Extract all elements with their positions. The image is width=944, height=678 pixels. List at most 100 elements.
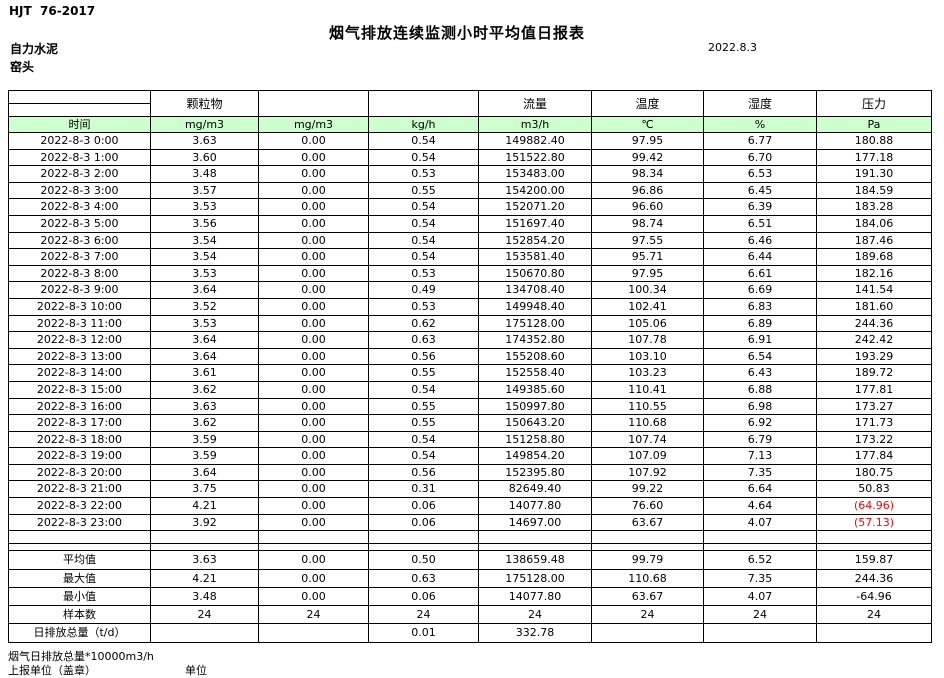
cell-time: 2022-8-3 4:00	[8, 198, 151, 216]
cell-value: 50.83	[816, 480, 932, 499]
cell-time: 2022-8-3 21:00	[8, 480, 151, 499]
cell-time: 2022-8-3 19:00	[8, 447, 151, 465]
cell-value: 0.53	[368, 264, 479, 283]
cell-value: 99.42	[591, 148, 704, 167]
cell-value: 0.63	[368, 568, 479, 588]
report-table: 颗粒物 流量 温度 湿度 压力 时间 mg/m3 mg/m3 kg/h m3/h…	[8, 90, 932, 643]
cell-value: 0.00	[258, 314, 369, 333]
cell-value: 14077.80	[478, 497, 592, 515]
cell-value: 97.95	[591, 264, 704, 283]
cell-value: 149385.60	[478, 380, 592, 399]
cell-value: 0.62	[368, 314, 479, 333]
cell-value: 187.46	[816, 231, 932, 250]
cell-value: 3.64	[150, 331, 259, 349]
cell-value: 0.56	[368, 347, 479, 366]
cell-value: 189.72	[816, 364, 932, 382]
cell-value: 193.29	[816, 347, 932, 366]
report-title: 烟气排放连续监测小时平均值日报表	[328, 24, 585, 42]
cell-value: 184.59	[816, 181, 932, 200]
cell-value: 0.54	[368, 430, 479, 449]
cell-value: 82649.40	[478, 480, 592, 499]
table-row: 2022-8-3 19:00 3.59 0.00 0.54 149854.20 107.0…	[8, 447, 932, 465]
cell-value: 0.00	[258, 513, 369, 532]
cell-value: 150670.80	[478, 264, 592, 283]
cell-value: 0.54	[368, 148, 479, 167]
cell-value: 6.70	[703, 148, 817, 167]
cell-value: 6.39	[703, 198, 817, 216]
cell-value: 100.34	[591, 281, 704, 299]
cell-value: 3.59	[150, 430, 259, 449]
cell-value: 6.44	[703, 248, 817, 266]
cell-value: 0.06	[368, 586, 479, 607]
cell-value: 98.34	[591, 165, 704, 183]
footer-note: 烟气日排放总量*10000m3/h	[8, 650, 154, 663]
cell-value: 0.00	[258, 364, 369, 382]
table-row: 2022-8-3 20:00 3.64 0.00 0.56 152395.80 107.9…	[8, 463, 932, 482]
cell-value: 3.64	[150, 463, 259, 482]
cell-value: 107.78	[591, 331, 704, 349]
table-row: 2022-8-3 9:00 3.64 0.00 0.49 134708.40 100.34…	[8, 281, 932, 299]
cell-value: 191.30	[816, 165, 932, 183]
cell-time: 2022-8-3 17:00	[8, 414, 151, 432]
table-row: 2022-8-3 21:00 3.75 0.00 0.31 82649.40 99.22 6…	[8, 480, 932, 499]
station-name: 窑头	[10, 60, 35, 74]
cell-value: 6.89	[703, 314, 817, 333]
table-row: 2022-8-3 13:00 3.64 0.00 0.56 155208.60 103.1…	[8, 347, 932, 366]
table-row: 2022-8-3 7:00 3.54 0.00 0.54 153581.40 95.71 6…	[8, 248, 932, 266]
cell-value: (64.96)	[816, 497, 932, 515]
cell-value: 95.71	[591, 248, 704, 266]
cell-value: 3.53	[150, 198, 259, 216]
cell-value: 3.52	[150, 297, 259, 316]
cell-value: 6.52	[703, 550, 817, 570]
cell-value: 153581.40	[478, 248, 592, 266]
cell-value: 0.00	[258, 165, 369, 183]
cell-value: 107.92	[591, 463, 704, 482]
spacer-row	[8, 543, 932, 552]
table-row: 2022-8-3 3:00 3.57 0.00 0.55 154200.00 96.86 6…	[8, 181, 932, 200]
cell-value: 0.00	[258, 148, 369, 167]
cell-value: 153483.00	[478, 165, 592, 183]
cell-value: 177.81	[816, 380, 932, 399]
cell-value: 3.57	[150, 181, 259, 200]
summary-label: 平均值	[8, 550, 151, 570]
unit-label: 单位	[185, 664, 207, 677]
col-group-pressure: 压力	[816, 90, 932, 117]
time-header-lower-cell	[8, 103, 151, 117]
spacer-cell	[478, 543, 592, 552]
cell-value: 151258.80	[478, 430, 592, 449]
cell-value: 6.77	[703, 132, 817, 150]
cell-value: 7.35	[703, 568, 817, 588]
cell-value: 242.42	[816, 331, 932, 349]
cell-value: 175128.00	[478, 314, 592, 333]
cell-value: 99.79	[591, 550, 704, 570]
cell-value: 0.00	[258, 281, 369, 299]
cell-time: 2022-8-3 18:00	[8, 430, 151, 449]
table-row: 2022-8-3 12:00 3.64 0.00 0.63 174352.80 107.7…	[8, 331, 932, 349]
cell-value: 0.55	[368, 414, 479, 432]
cell-time: 2022-8-3 3:00	[8, 181, 151, 200]
cell-value: 3.63	[150, 132, 259, 150]
cell-value: 182.16	[816, 264, 932, 283]
cell-value: 6.51	[703, 214, 817, 233]
unit-pm-2: mg/m3	[258, 116, 369, 133]
spacer-cell	[591, 543, 704, 552]
cell-value	[591, 623, 704, 643]
spacer-rows	[8, 530, 932, 552]
spacer-cell	[8, 530, 151, 545]
summary-row: 样本数 24 24 24 24 24 24 24	[8, 605, 932, 625]
cell-value: 102.41	[591, 297, 704, 316]
cell-value	[258, 623, 369, 643]
cell-value: 99.22	[591, 480, 704, 499]
cell-value: 152071.20	[478, 198, 592, 216]
cell-value: 3.63	[150, 397, 259, 416]
cell-value: 0.00	[258, 397, 369, 416]
cell-value: 0.00	[258, 497, 369, 515]
summary-row: 最小值 3.48 0.00 0.06 14077.80 63.67 4.07 -64.96	[8, 586, 932, 607]
cell-value: 0.54	[368, 198, 479, 216]
cell-value: 24	[703, 605, 817, 625]
table-row: 2022-8-3 2:00 3.48 0.00 0.53 153483.00 98.34 6…	[8, 165, 932, 183]
cell-value: 138659.48	[478, 550, 592, 570]
cell-value: 3.59	[150, 447, 259, 465]
header-rows: 颗粒物 流量 温度 湿度 压力 时间 mg/m3 mg/m3 kg/h m3/h…	[8, 90, 932, 133]
